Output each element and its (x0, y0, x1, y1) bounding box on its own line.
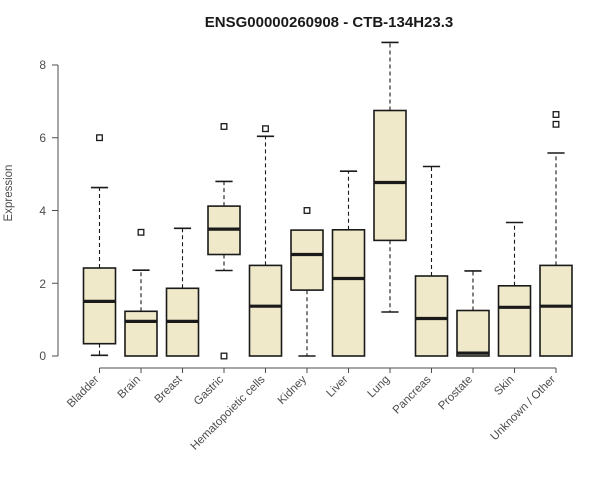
svg-text:4: 4 (39, 204, 46, 218)
svg-text:0: 0 (39, 349, 46, 363)
svg-text:Brain: Brain (116, 374, 143, 401)
svg-text:Prostate: Prostate (436, 374, 475, 413)
svg-text:Expression: Expression (3, 165, 15, 222)
svg-text:8: 8 (39, 58, 46, 72)
svg-text:6: 6 (39, 131, 46, 145)
svg-text:Breast: Breast (153, 373, 186, 406)
svg-text:Liver: Liver (325, 374, 351, 400)
svg-text:Gastric: Gastric (192, 373, 226, 407)
svg-text:Lung: Lung (366, 374, 393, 401)
svg-text:Pancreas: Pancreas (391, 373, 434, 416)
svg-text:2: 2 (39, 277, 46, 291)
svg-text:Bladder: Bladder (65, 374, 102, 411)
svg-text:Hematopoietic cells: Hematopoietic cells (189, 373, 268, 452)
svg-text:Skin: Skin (492, 374, 516, 398)
svg-text:Kidney: Kidney (276, 373, 310, 407)
